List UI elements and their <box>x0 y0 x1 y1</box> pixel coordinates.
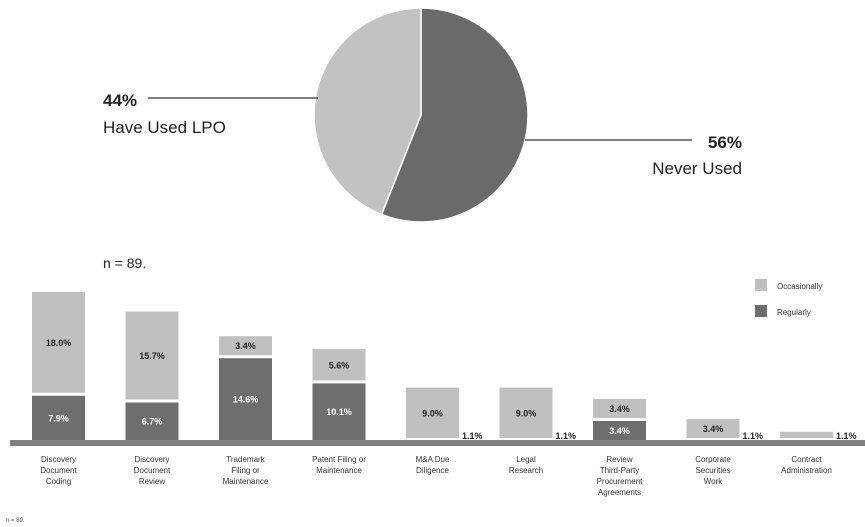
legend-label-occasionally: Occasionally <box>777 282 822 291</box>
bar-label-occasionally: 5.6% <box>329 360 350 370</box>
footnote: n = 89. <box>6 518 25 524</box>
bar-label-regularly: 3.4% <box>609 426 630 436</box>
pie-chart <box>313 7 529 223</box>
bar-occasionally <box>593 398 646 418</box>
legend-swatch-regularly <box>755 305 767 317</box>
bar-occasionally <box>125 311 179 400</box>
category-label: Review Third-Party Procurement Agreements <box>597 455 644 497</box>
pie-never-percent: 56% <box>708 133 742 152</box>
bar-regularly <box>593 420 646 440</box>
bar-occasionally <box>32 291 85 393</box>
category-label: Contract Administration <box>781 455 832 475</box>
bar-regularly <box>219 358 272 440</box>
bar-label-regularly: 10.1% <box>326 407 352 417</box>
bar-regularly <box>125 402 179 440</box>
bar-side-label: 1.1% <box>556 431 577 441</box>
legend-swatch-occasionally <box>755 279 767 291</box>
bar-side-label: 1.1% <box>836 431 857 441</box>
bar-chart: 7.9% 18.0% Discovery Document Coding 6.7% 15.7… <box>10 291 865 497</box>
sample-size-note: n = 89. <box>103 255 146 271</box>
bar-label-occasionally: 3.4% <box>235 341 256 351</box>
bar-label-occasionally: 15.7% <box>139 351 165 361</box>
bar-label-occasionally: 3.4% <box>609 404 630 414</box>
category-label: Patent Filing or Maintenance <box>312 455 366 475</box>
category-label: M&A Due Diligence <box>416 455 450 475</box>
category-label: Trademark Filing or Maintenance <box>223 455 269 486</box>
category-label: Corporate Securities Work <box>695 455 731 486</box>
category-label: Discovery Document Review <box>134 455 171 486</box>
bar-label-occasionally: 9.0% <box>422 408 443 418</box>
bar-occasionally <box>312 349 366 381</box>
bar-label-occasionally: 9.0% <box>516 408 537 418</box>
bar-regularly <box>312 383 366 440</box>
bar-legend: Occasionally Regularly <box>755 279 822 317</box>
bar-label-regularly: 7.9% <box>48 413 69 423</box>
bar-label-occasionally: 18.0% <box>46 338 72 348</box>
pie-labels: 44% Have Used LPO 56% Never Used <box>103 91 742 178</box>
bar-occasionally <box>406 387 459 438</box>
pie-never-label: Never Used <box>652 159 742 178</box>
bar-label-regularly: 6.7% <box>142 417 163 427</box>
bar-occasionally <box>780 431 833 438</box>
legend-label-regularly: Regularly <box>777 308 811 317</box>
baseline-axis <box>10 440 865 446</box>
pie-slice-have-used-lpo <box>313 7 422 216</box>
pie-slice-never-used <box>380 7 529 223</box>
bar-label-regularly: 14.6% <box>233 395 259 405</box>
bar-occasionally <box>499 387 553 438</box>
bar-occasionally <box>686 418 740 438</box>
bar-regularly <box>32 395 85 440</box>
bar-occasionally <box>219 336 272 356</box>
bar-label-occasionally: 3.4% <box>703 424 724 434</box>
category-label: Legal Research <box>509 455 543 475</box>
pie-used-percent: 44% <box>103 91 137 110</box>
bar-side-label: 1.1% <box>743 431 764 441</box>
bar-side-label: 1.1% <box>462 431 483 441</box>
category-label: Discovery Document Coding <box>40 455 77 486</box>
pie-used-label: Have Used LPO <box>103 118 226 137</box>
